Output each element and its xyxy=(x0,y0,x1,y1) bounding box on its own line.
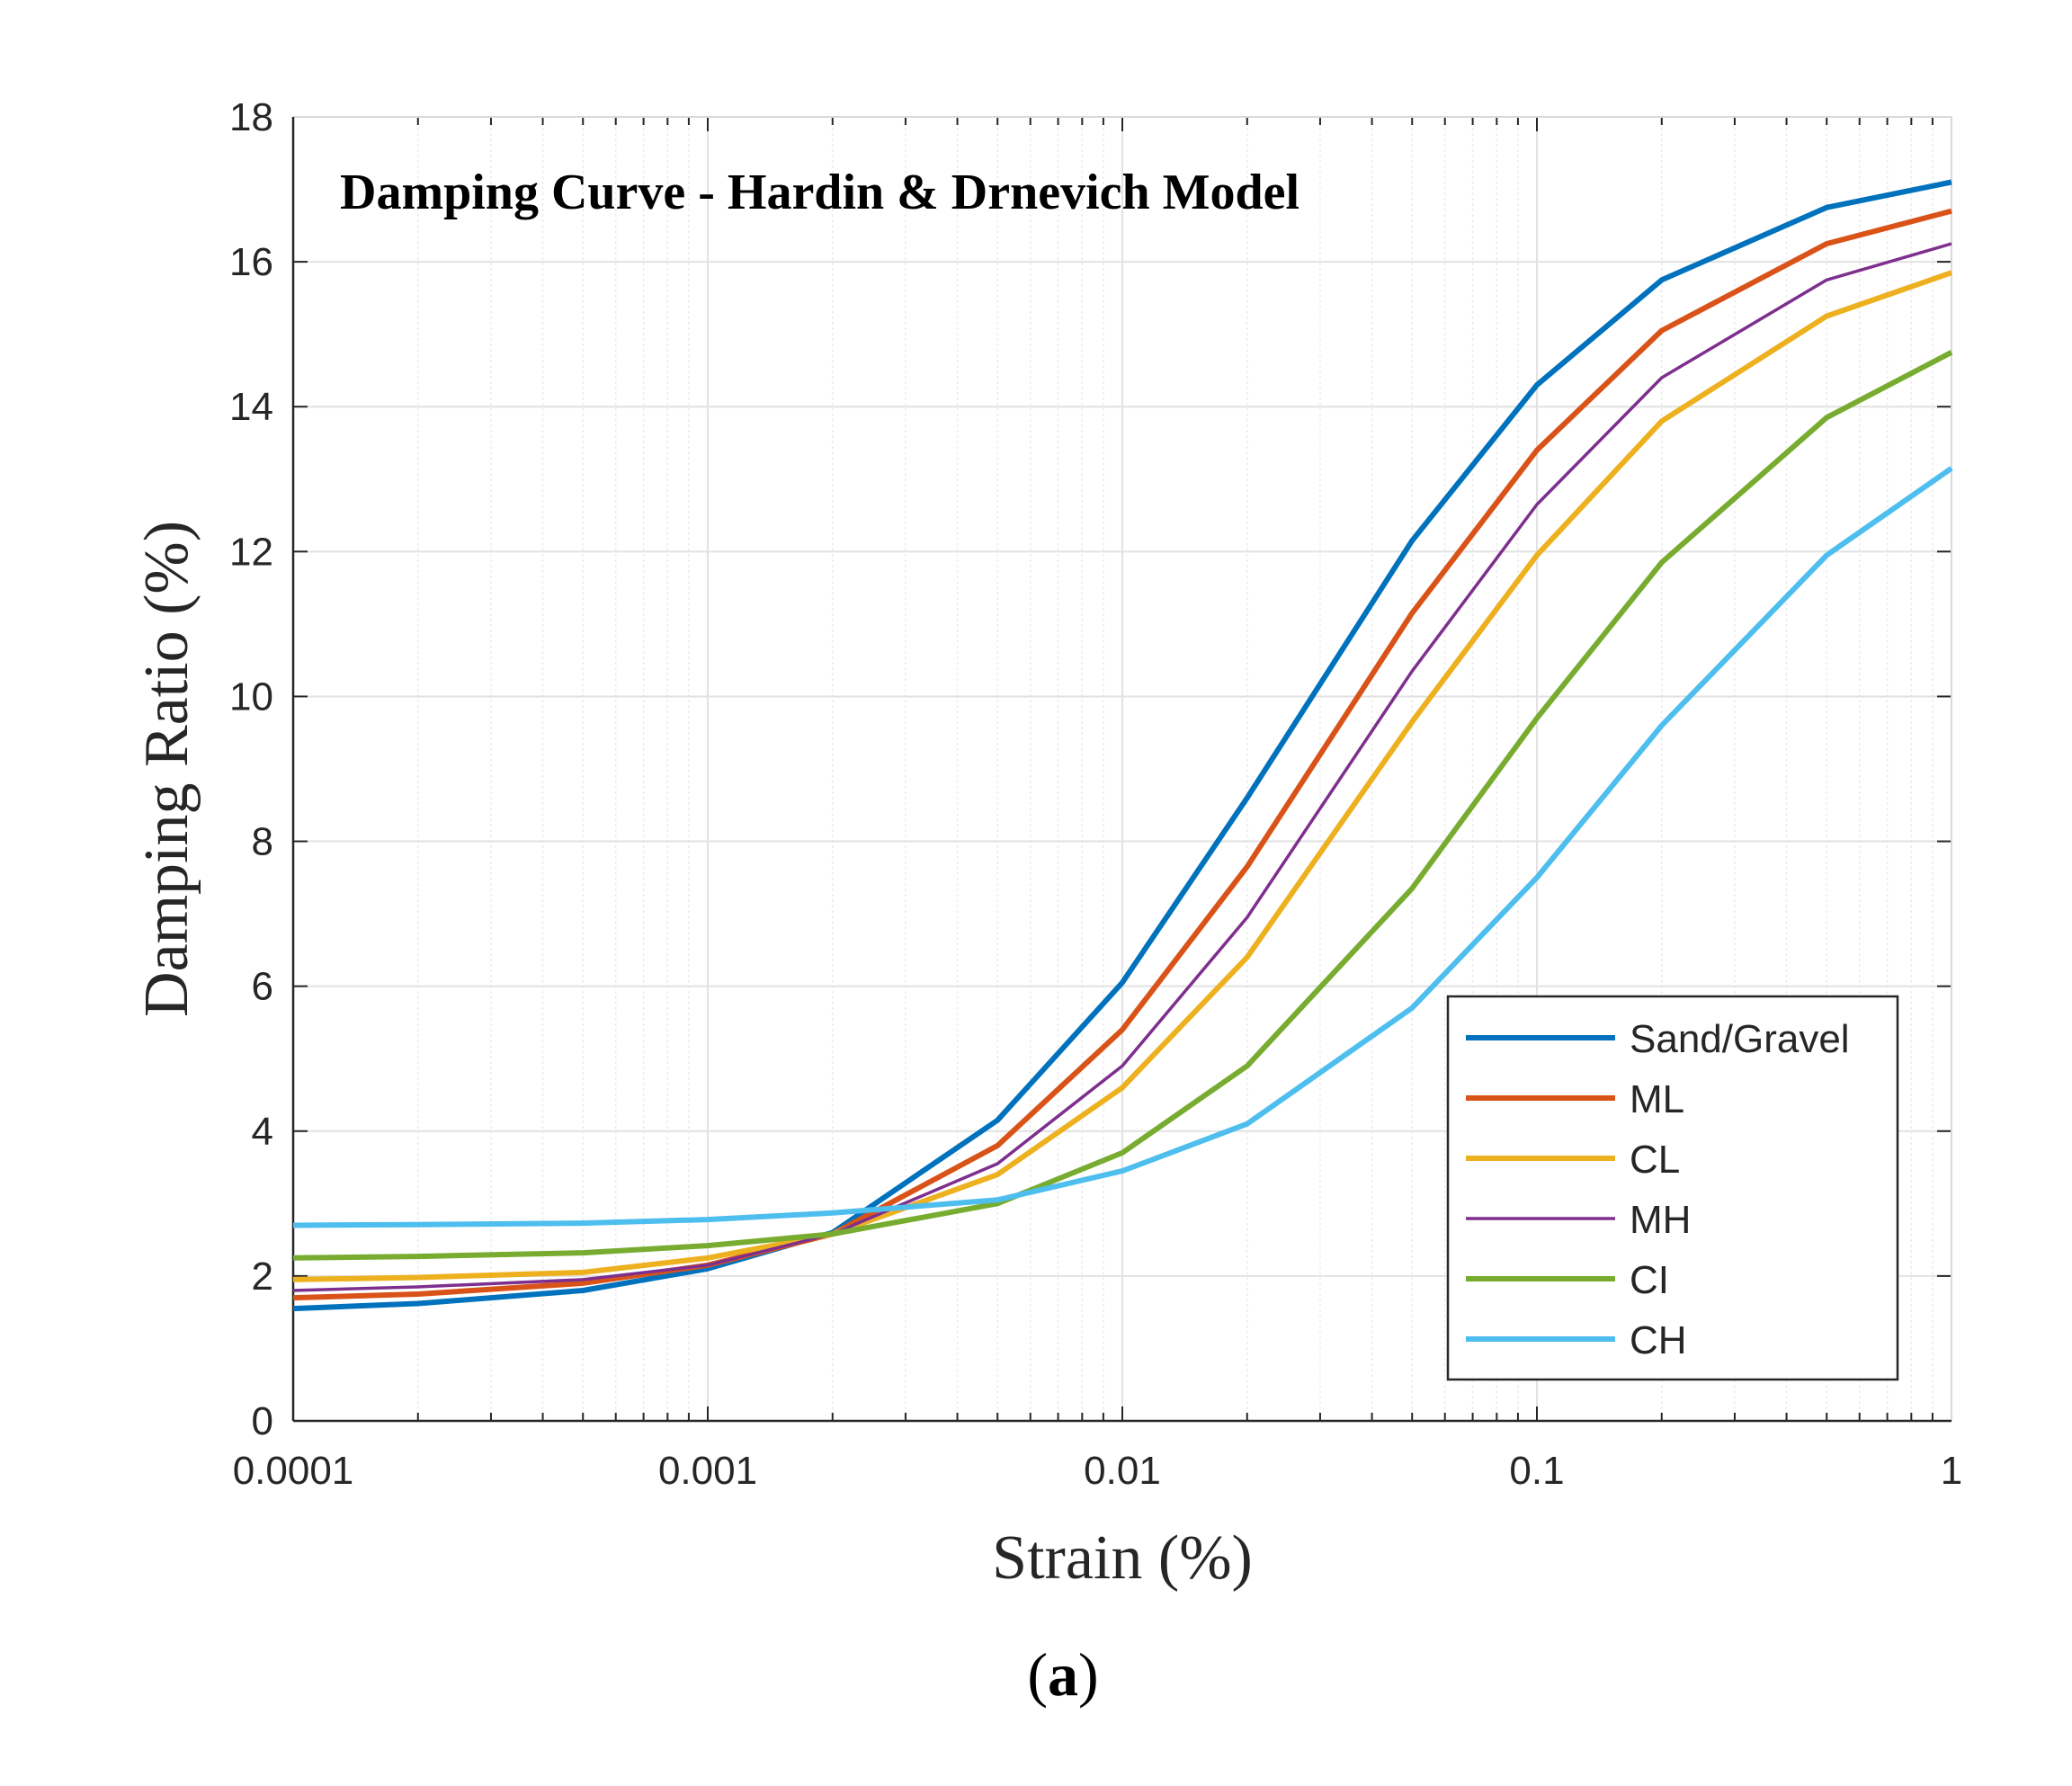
caption-letter: a xyxy=(1048,1640,1078,1709)
legend-box xyxy=(1446,995,1899,1381)
y-tick-label: 10 xyxy=(229,674,273,719)
y-tick-label: 14 xyxy=(229,385,273,429)
x-axis-label: Strain (%) xyxy=(992,1523,1253,1593)
y-axis-label: Damping Ratio (%) xyxy=(132,521,201,1017)
y-tick-label: 18 xyxy=(229,95,273,139)
y-tick-label: 12 xyxy=(229,530,273,574)
x-tick-label: 1 xyxy=(1941,1449,1962,1493)
series-line-ml xyxy=(292,208,1952,1301)
legend-label: CH xyxy=(1630,1318,1687,1362)
x-tick-label: 0.01 xyxy=(1084,1449,1161,1493)
series-line-mh xyxy=(292,242,1952,1292)
y-tick-label: 0 xyxy=(252,1399,273,1443)
series-line-cl xyxy=(292,270,1952,1282)
x-tick-label: 0.001 xyxy=(658,1449,757,1493)
legend-label: ML xyxy=(1630,1077,1684,1121)
chart-title: Damping Curve - Hardin & Drnevich Model xyxy=(340,165,1299,220)
legend-label: CI xyxy=(1630,1258,1669,1302)
series-lines xyxy=(292,179,1953,1312)
x-tick-label: 0.0001 xyxy=(233,1449,354,1493)
figure-caption: (a) xyxy=(1027,1640,1098,1709)
y-tick-label: 2 xyxy=(252,1255,273,1299)
y-tick-label: 8 xyxy=(252,820,273,864)
series-line-ch xyxy=(292,466,1953,1228)
series-line-sand-gravel xyxy=(292,179,1952,1312)
axes: 0 2 4 6 8 10 12 14 16 18 0.0001 0.001 0.01 0.1 1 xyxy=(229,95,1962,1493)
x-tick-label: 0.1 xyxy=(1509,1449,1564,1493)
caption-open-paren: ( xyxy=(1027,1640,1048,1709)
y-tick-label: 16 xyxy=(229,240,273,284)
y-tick-label: 6 xyxy=(252,965,273,1009)
legend-label: Sand/Gravel xyxy=(1630,1017,1850,1061)
legend: Sand/Gravel ML CL MH CI CH xyxy=(1446,995,1899,1381)
caption-close-paren: ) xyxy=(1078,1640,1099,1709)
legend-label: MH xyxy=(1630,1198,1691,1242)
legend-label: CL xyxy=(1630,1138,1680,1182)
series-line-ci xyxy=(292,350,1953,1261)
y-tick-label: 4 xyxy=(252,1110,273,1154)
